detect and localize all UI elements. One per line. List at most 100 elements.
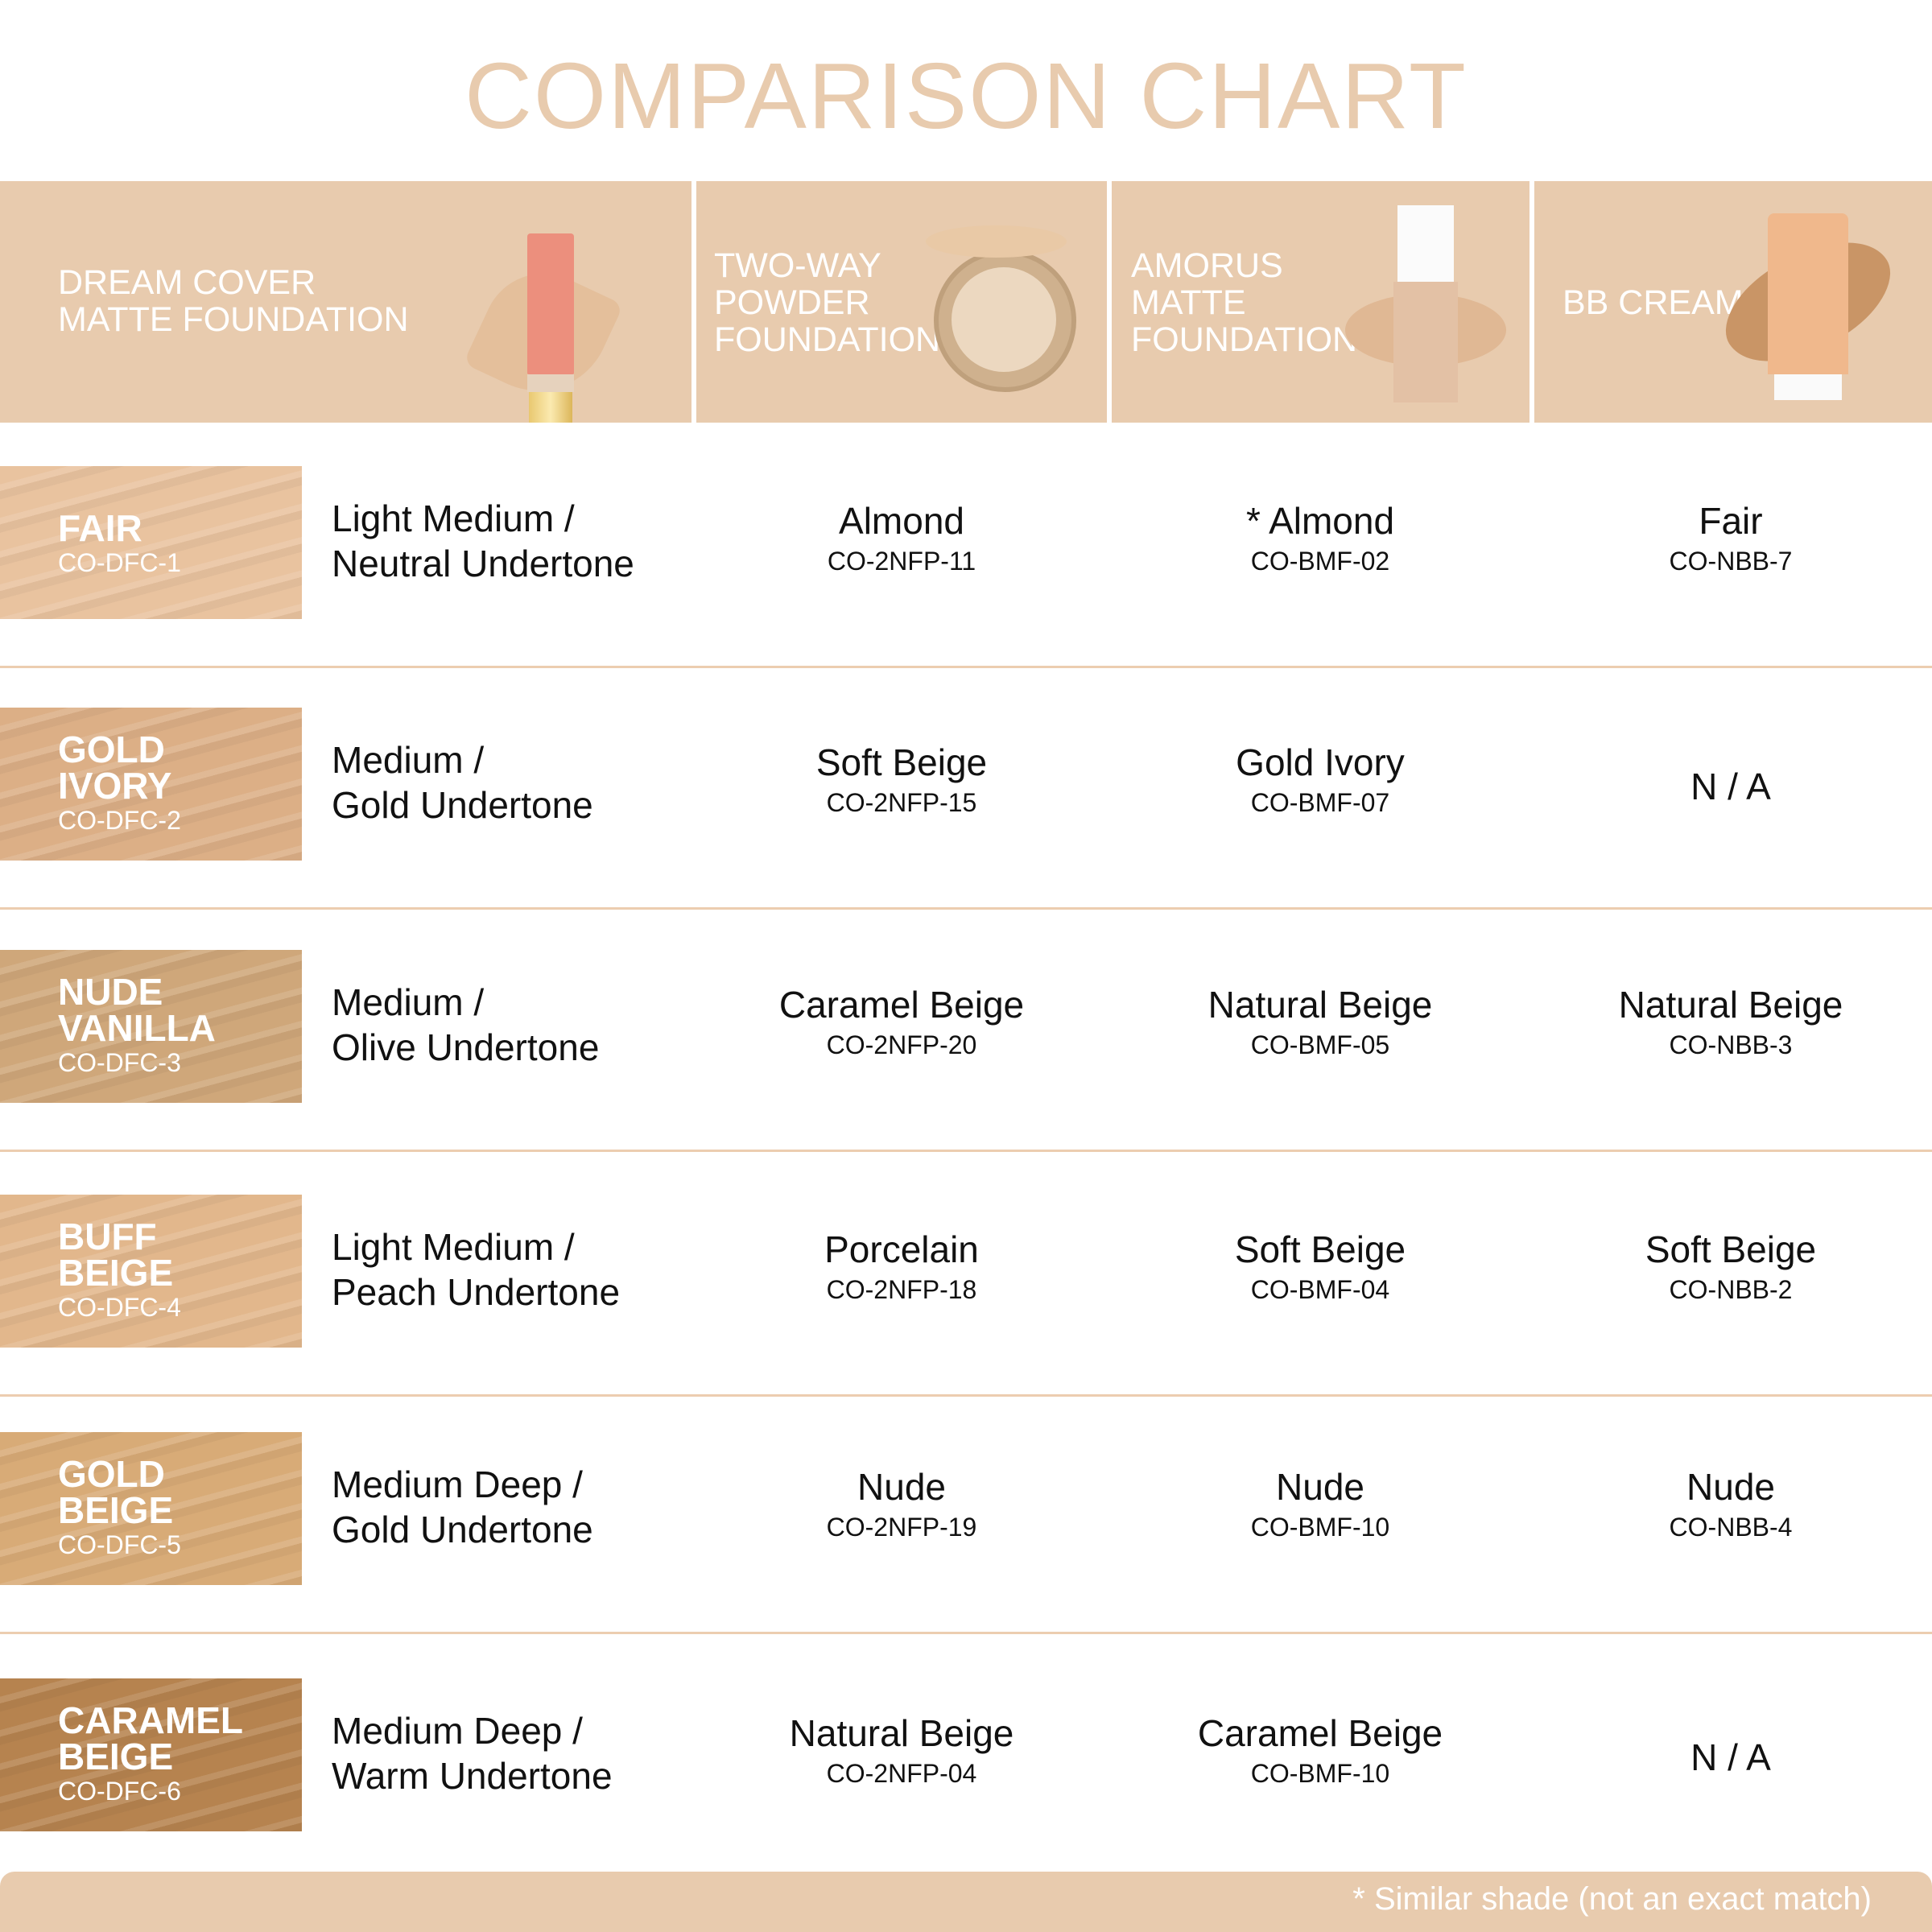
match-matte: * Almond CO-BMF-02 (1111, 498, 1530, 579)
row-divider (0, 1632, 1932, 1634)
match-powder: Porcelain CO-2NFP-18 (692, 1227, 1111, 1307)
match-name: Caramel Beige (1197, 1712, 1443, 1754)
match-code: CO-2NFP-19 (826, 1513, 977, 1542)
header-label-line: BB CREAM (1563, 283, 1744, 322)
swatch-texture (0, 1195, 302, 1348)
match-code: CO-2NFP-18 (826, 1275, 977, 1304)
description-line: Medium / (332, 739, 485, 781)
row-divider (0, 1394, 1932, 1397)
swatch-texture (0, 466, 302, 619)
description-line: Gold Undertone (332, 784, 593, 826)
match-name: Natural Beige (1618, 984, 1843, 1026)
header-amorus-matte: AMORUS MATTE FOUNDATION (1112, 181, 1530, 423)
match-code: CO-NBB-7 (1669, 547, 1793, 576)
swatch-texture (0, 950, 302, 1103)
header-label-line: FOUNDATION (714, 320, 941, 359)
description-line: Medium / (332, 981, 485, 1023)
match-code: CO-NBB-3 (1669, 1030, 1793, 1059)
header-dream-cover: DREAM COVER MATTE FOUNDATION (0, 181, 691, 423)
header-label-line: AMORUS (1131, 246, 1283, 285)
match-name: Nude (1276, 1466, 1364, 1508)
header-label-line: FOUNDATION (1131, 320, 1358, 359)
header-label-line: POWDER (714, 283, 870, 322)
match-powder: Natural Beige CO-2NFP-04 (692, 1711, 1111, 1791)
bb-cream-tube-icon (1707, 205, 1913, 415)
shade-name-line: BEIGE (58, 1736, 174, 1777)
undertone-description: Medium / Gold Undertone (332, 737, 593, 828)
row-divider (0, 907, 1932, 910)
swatch-texture (0, 1678, 302, 1831)
match-code: CO-2NFP-11 (827, 547, 976, 576)
match-code: CO-BMF-10 (1250, 1513, 1390, 1542)
match-name: Caramel Beige (778, 984, 1025, 1026)
shade-name: NUDE VANILLA (58, 971, 216, 1046)
undertone-description: Medium Deep / Gold Undertone (332, 1462, 593, 1552)
description-line: Peach Undertone (332, 1271, 621, 1313)
match-bb: N / A (1521, 1735, 1932, 1780)
match-code: CO-BMF-04 (1250, 1275, 1390, 1304)
match-name: Fair (1699, 500, 1763, 542)
header-label-line: TWO-WAY (714, 246, 881, 285)
shade-code: CO-DFC-5 (58, 1530, 181, 1559)
description-line: Warm Undertone (332, 1755, 613, 1797)
page-title: COMPARISON CHART (464, 43, 1468, 148)
shade-name-line: BUFF (58, 1216, 157, 1257)
match-name: Natural Beige (1208, 984, 1433, 1026)
match-code: CO-2NFP-15 (826, 788, 977, 817)
match-bb: Fair CO-NBB-7 (1521, 498, 1932, 579)
row-divider (0, 1150, 1932, 1152)
shade-name-line: BEIGE (58, 1489, 174, 1531)
match-code: CO-BMF-07 (1250, 788, 1390, 817)
foundation-bottle-icon (1345, 205, 1514, 407)
match-bb: Soft Beige CO-NBB-2 (1521, 1227, 1932, 1307)
undertone-description: Medium / Olive Undertone (332, 980, 599, 1070)
shade-code: CO-DFC-6 (58, 1777, 181, 1806)
description-line: Neutral Undertone (332, 543, 634, 584)
match-powder: Caramel Beige CO-2NFP-20 (692, 982, 1111, 1063)
footnote: * Similar shade (not an exact match) (1352, 1881, 1872, 1917)
match-code: CO-2NFP-04 (826, 1759, 977, 1788)
match-bb: N / A (1521, 764, 1932, 809)
match-bb: Nude CO-NBB-4 (1521, 1464, 1932, 1545)
shade-name: CARAMEL BEIGE (58, 1702, 243, 1777)
description-line: Light Medium / (332, 497, 575, 539)
shade-name-line: NUDE (58, 971, 163, 1013)
match-name: Soft Beige (815, 741, 988, 783)
match-name: Almond (839, 500, 964, 542)
shade-code: CO-DFC-1 (58, 548, 181, 577)
swatch-texture (0, 708, 302, 861)
header-two-way-powder: TWO-WAY POWDER FOUNDATION (696, 181, 1107, 423)
match-matte: Nude CO-BMF-10 (1111, 1464, 1530, 1545)
match-bb: Natural Beige CO-NBB-3 (1521, 982, 1932, 1063)
shade-swatch: BUFF BEIGE CO-DFC-4 (0, 1195, 302, 1348)
footnote-bar: * Similar shade (not an exact match) (0, 1872, 1932, 1932)
match-code: CO-BMF-02 (1250, 547, 1390, 576)
undertone-description: Light Medium / Peach Undertone (332, 1224, 620, 1315)
shade-name-line: GOLD (58, 729, 165, 770)
match-name: Natural Beige (789, 1712, 1014, 1754)
description-line: Gold Undertone (332, 1509, 593, 1550)
shade-code: CO-DFC-3 (58, 1048, 181, 1077)
shade-swatch: GOLD BEIGE CO-DFC-5 (0, 1432, 302, 1585)
shade-swatch: CARAMEL BEIGE CO-DFC-6 (0, 1678, 302, 1831)
match-matte: Gold Ivory CO-BMF-07 (1111, 740, 1530, 820)
description-line: Medium Deep / (332, 1463, 583, 1505)
match-name: Soft Beige (1234, 1228, 1406, 1270)
match-code: CO-NBB-4 (1669, 1513, 1793, 1542)
shade-name-line: BEIGE (58, 1252, 174, 1294)
shade-code: CO-DFC-2 (58, 806, 181, 835)
shade-code: CO-DFC-4 (58, 1293, 181, 1322)
match-matte: Caramel Beige CO-BMF-10 (1111, 1711, 1530, 1791)
match-powder: Soft Beige CO-2NFP-15 (692, 740, 1111, 820)
shade-name-line: GOLD (58, 1453, 165, 1495)
shade-swatch: NUDE VANILLA CO-DFC-3 (0, 950, 302, 1103)
powder-compact-icon (926, 225, 1103, 392)
row-divider (0, 666, 1932, 668)
match-name: Gold Ivory (1236, 741, 1405, 783)
match-name: N / A (1690, 766, 1771, 807)
match-name: Soft Beige (1645, 1228, 1817, 1270)
match-powder: Almond CO-2NFP-11 (692, 498, 1111, 579)
dream-cover-tube-icon (463, 233, 636, 423)
match-matte: Soft Beige CO-BMF-04 (1111, 1227, 1530, 1307)
match-name: Porcelain (824, 1228, 979, 1270)
